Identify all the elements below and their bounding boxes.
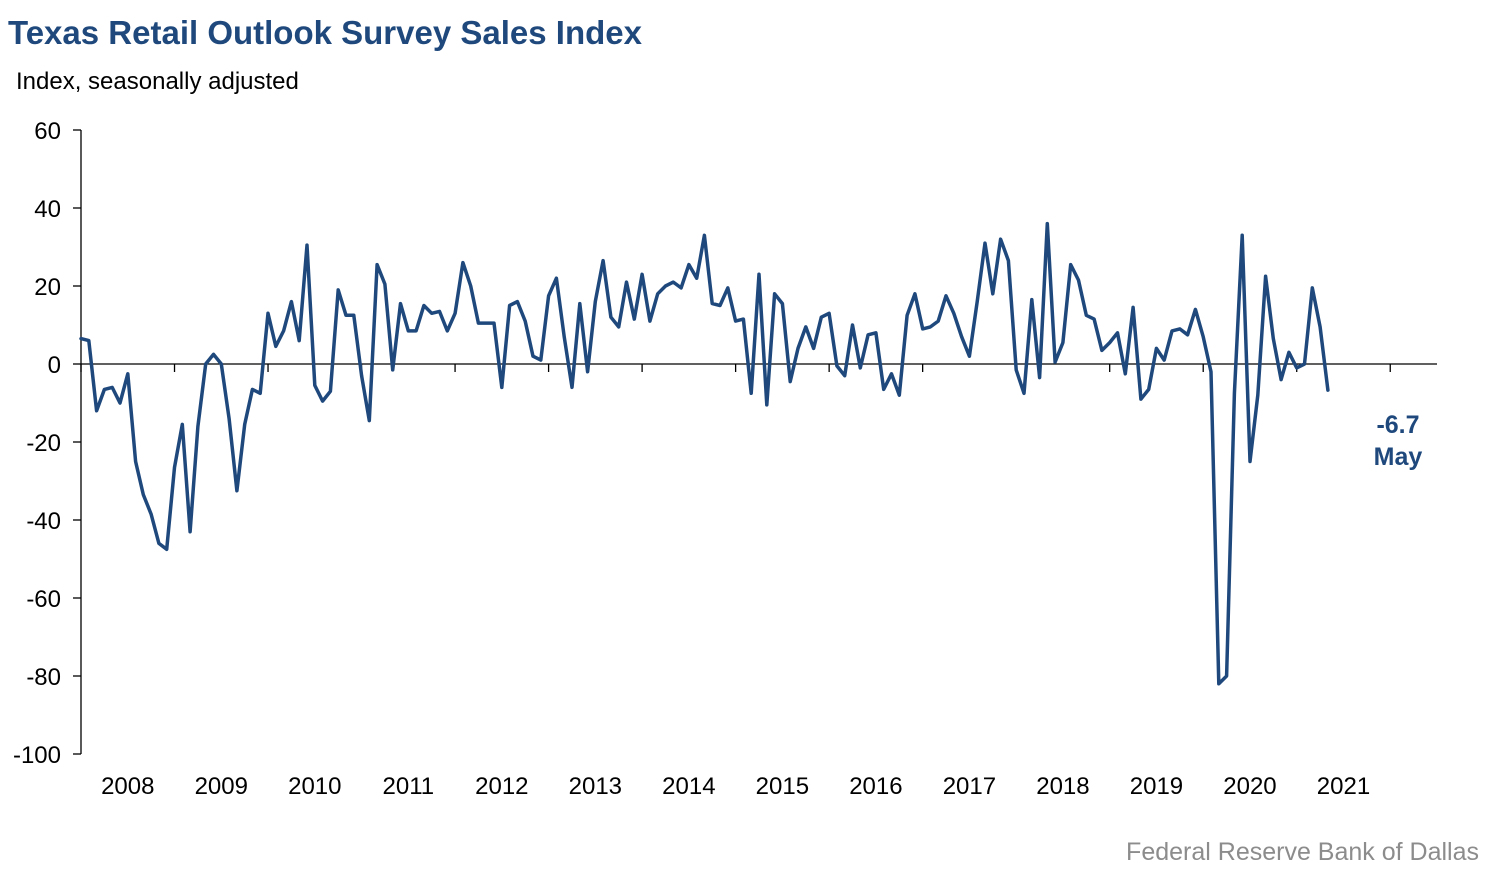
x-tick-label: 2008 [101,773,154,800]
y-axis: 60 40 20 0 -20 -40 -60 -80 -100 [13,118,82,769]
y-tick-label: -60 [26,586,61,613]
series-line [79,221,1330,686]
x-tick-label: 2021 [1317,773,1370,800]
x-tick-label: 2015 [756,773,809,800]
x-tick-label: 2013 [569,773,622,800]
y-tick-label: -20 [26,430,61,457]
chart-title: Texas Retail Outlook Survey Sales Index [8,14,642,51]
last-value-label: -6.7 [1376,411,1419,439]
annotation-group: -6.7 May [1374,411,1423,471]
y-tick-label: 20 [34,274,61,301]
x-tick-label: 2020 [1223,773,1276,800]
x-tick-label: 2018 [1036,773,1089,800]
y-tick-label: -100 [13,742,61,769]
x-tick-label: 2012 [475,773,528,800]
y-tick-label: -40 [26,508,61,535]
x-tick-label: 2016 [849,773,902,800]
x-tick-label: 2009 [195,773,248,800]
last-month-label: May [1374,443,1423,471]
y-tick-label: -80 [26,664,61,691]
x-tick-label: 2014 [662,773,715,800]
y-tick-label: 60 [34,118,61,145]
y-axis-label: Index, seasonally adjusted [16,68,299,95]
x-axis: 2008 2009 2010 2011 2012 2013 2014 2015 2016 2017… [80,363,1437,800]
x-tick-label: 2019 [1130,773,1183,800]
x-tick-label: 2017 [943,773,996,800]
y-tick-label: 40 [34,196,61,223]
y-tick-label: 0 [48,352,61,379]
series-group [79,221,1330,686]
x-tick-label: 2010 [288,773,341,800]
x-tick-label: 2011 [383,773,435,800]
source-note: Federal Reserve Bank of Dallas [1126,838,1479,866]
